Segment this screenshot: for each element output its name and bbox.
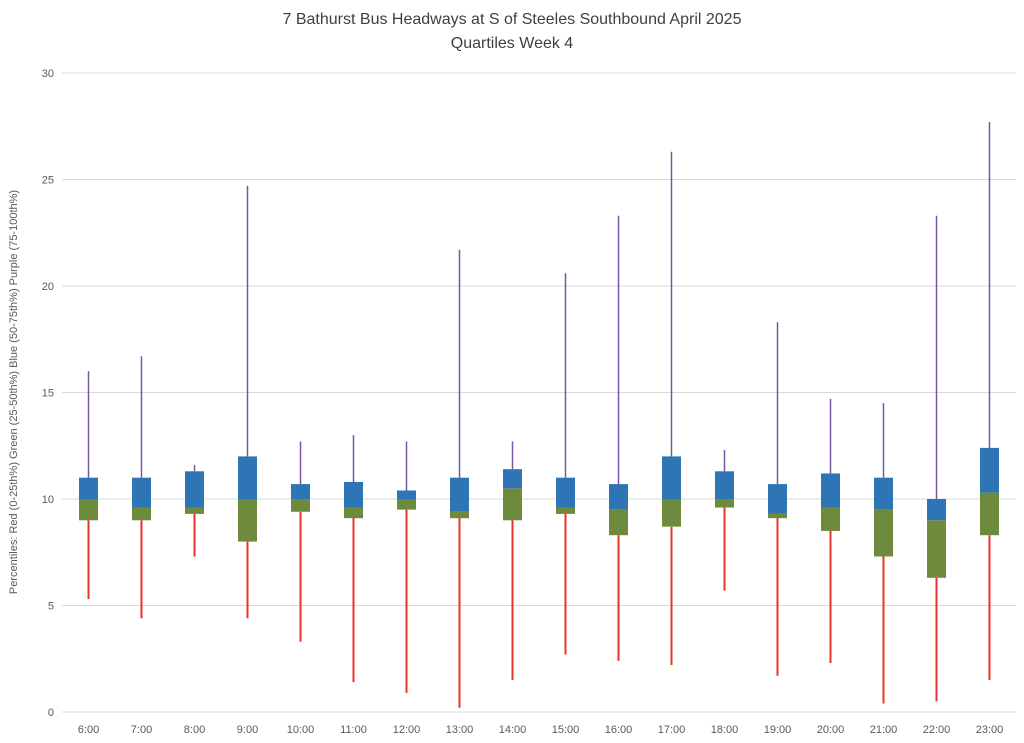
x-axis-label: 19:00 bbox=[764, 724, 792, 736]
x-axis-label: 11:00 bbox=[340, 724, 367, 736]
blue-quartile-box bbox=[503, 469, 522, 489]
chart-subtitle: Quartiles Week 4 bbox=[450, 35, 574, 52]
blue-quartile-box bbox=[450, 477, 469, 512]
green-quartile-box bbox=[79, 499, 98, 521]
x-axis-label: 21:00 bbox=[870, 724, 898, 736]
blue-quartile-box bbox=[980, 447, 999, 493]
blue-quartile-box bbox=[556, 477, 575, 508]
y-tick-label: 20 bbox=[42, 281, 54, 293]
x-axis-label: 12:00 bbox=[393, 724, 421, 736]
blue-quartile-box bbox=[344, 481, 363, 508]
y-tick-label: 0 bbox=[48, 707, 54, 719]
blue-quartile-box bbox=[185, 471, 204, 508]
blue-quartile-box bbox=[715, 471, 734, 499]
blue-quartile-box bbox=[291, 484, 310, 499]
blue-quartile-box bbox=[874, 477, 893, 510]
green-quartile-box bbox=[980, 492, 999, 536]
blue-quartile-box bbox=[609, 484, 628, 510]
x-axis-label: 17:00 bbox=[658, 724, 686, 736]
green-quartile-box bbox=[503, 488, 522, 521]
green-quartile-box bbox=[450, 511, 469, 519]
x-axis-label: 10:00 bbox=[287, 724, 315, 736]
green-quartile-box bbox=[291, 499, 310, 512]
green-quartile-box bbox=[662, 499, 681, 527]
chart-title-block: 7 Bathurst Bus Headways at S of Steeles … bbox=[0, 8, 1024, 56]
green-quartile-box bbox=[132, 507, 151, 521]
y-tick-label: 5 bbox=[48, 601, 54, 613]
x-axis-label: 6:00 bbox=[78, 724, 99, 736]
green-quartile-box bbox=[715, 499, 734, 508]
x-axis-label: 7:00 bbox=[131, 724, 152, 736]
green-quartile-box bbox=[185, 507, 204, 514]
chart-title: 7 Bathurst Bus Headways at S of Steeles … bbox=[282, 11, 742, 28]
blue-quartile-box bbox=[821, 473, 840, 508]
x-axis-label: 9:00 bbox=[237, 724, 258, 736]
x-axis-label: 23:00 bbox=[976, 724, 1004, 736]
blue-quartile-box bbox=[662, 456, 681, 499]
blue-quartile-box bbox=[768, 484, 787, 514]
x-axis-label: 22:00 bbox=[923, 724, 951, 736]
green-quartile-box bbox=[874, 509, 893, 557]
x-axis-label: 16:00 bbox=[605, 724, 633, 736]
green-quartile-box bbox=[556, 507, 575, 514]
blue-quartile-box bbox=[927, 499, 946, 521]
green-quartile-box bbox=[238, 499, 257, 542]
green-quartile-box bbox=[768, 513, 787, 519]
blue-quartile-box bbox=[132, 477, 151, 508]
y-tick-label: 15 bbox=[42, 388, 54, 400]
x-axis-label: 8:00 bbox=[184, 724, 205, 736]
y-tick-label: 25 bbox=[42, 175, 54, 187]
y-tick-label: 30 bbox=[42, 68, 54, 80]
x-axis-label: 15:00 bbox=[552, 724, 580, 736]
green-quartile-box bbox=[821, 507, 840, 531]
green-quartile-box bbox=[927, 520, 946, 578]
blue-quartile-box bbox=[79, 477, 98, 499]
green-quartile-box bbox=[397, 499, 416, 510]
blue-quartile-box bbox=[397, 490, 416, 499]
x-axis-label: 14:00 bbox=[499, 724, 527, 736]
x-axis-label: 18:00 bbox=[711, 724, 739, 736]
green-quartile-box bbox=[609, 509, 628, 536]
blue-quartile-box bbox=[238, 456, 257, 499]
x-axis-label: 13:00 bbox=[446, 724, 474, 736]
green-quartile-box bbox=[344, 507, 363, 519]
x-axis-label: 20:00 bbox=[817, 724, 845, 736]
y-tick-label: 10 bbox=[42, 494, 54, 506]
